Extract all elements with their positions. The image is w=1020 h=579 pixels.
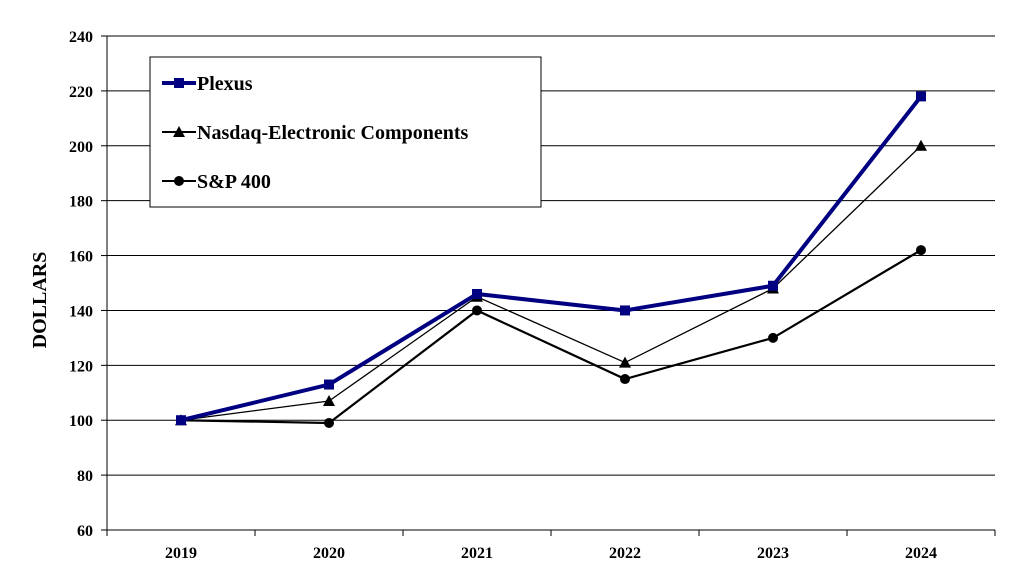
x-tick-label: 2023: [757, 545, 789, 562]
y-tick-label: 100: [69, 413, 93, 430]
y-axis-label: DOLLARS: [29, 252, 51, 349]
y-tick-label: 200: [69, 139, 93, 156]
x-tick-label: 2024: [905, 545, 937, 562]
square-marker: [472, 288, 482, 299]
circle-marker: [324, 417, 334, 428]
legend: Plexus Nasdaq-Electronic Components S&P 40…: [149, 56, 542, 208]
square-marker: [768, 280, 778, 291]
triangle-marker: [619, 356, 631, 368]
x-tick-label: 2022: [609, 545, 641, 562]
square-marker: [620, 305, 630, 316]
series-plexus: [176, 91, 926, 426]
x-tick-label: 2021: [461, 545, 493, 562]
y-tick-label: 60: [77, 523, 93, 540]
series-s-p-400: [176, 245, 926, 428]
legend-label: S&P 400: [197, 171, 271, 193]
square-marker: [174, 78, 184, 88]
circle-marker: [472, 305, 482, 316]
x-tick-label: 2019: [165, 545, 197, 562]
circle-marker: [620, 374, 630, 385]
y-tick-label: 160: [69, 249, 93, 266]
y-tick-label: 120: [69, 358, 93, 375]
y-tick-label: 180: [69, 194, 93, 211]
circle-marker: [916, 245, 926, 256]
series-line: [180, 249, 922, 425]
series-line: [180, 145, 922, 421]
triangle-marker: [323, 395, 335, 407]
axes: 60 80 100 120 140 160 180 200 220 240 2019 2020 2021…: [69, 29, 996, 562]
y-tick-label: 80: [77, 468, 93, 485]
series-line: [180, 95, 923, 423]
y-tick-label: 240: [69, 29, 93, 46]
circle-marker: [768, 332, 778, 343]
y-tick-label: 140: [69, 303, 93, 320]
series-group: [175, 91, 927, 428]
x-tick-label: 2020: [313, 545, 345, 562]
circle-marker: [174, 176, 184, 186]
triangle-marker: [173, 126, 185, 137]
legend-label: Nasdaq-Electronic Components: [197, 122, 469, 144]
square-marker: [916, 91, 926, 102]
square-marker: [324, 379, 334, 390]
square-marker: [176, 415, 186, 426]
triangle-marker: [915, 139, 927, 151]
legend-box: [149, 56, 542, 208]
y-tick-label: 220: [69, 84, 93, 101]
legend-label: Plexus: [197, 73, 253, 95]
